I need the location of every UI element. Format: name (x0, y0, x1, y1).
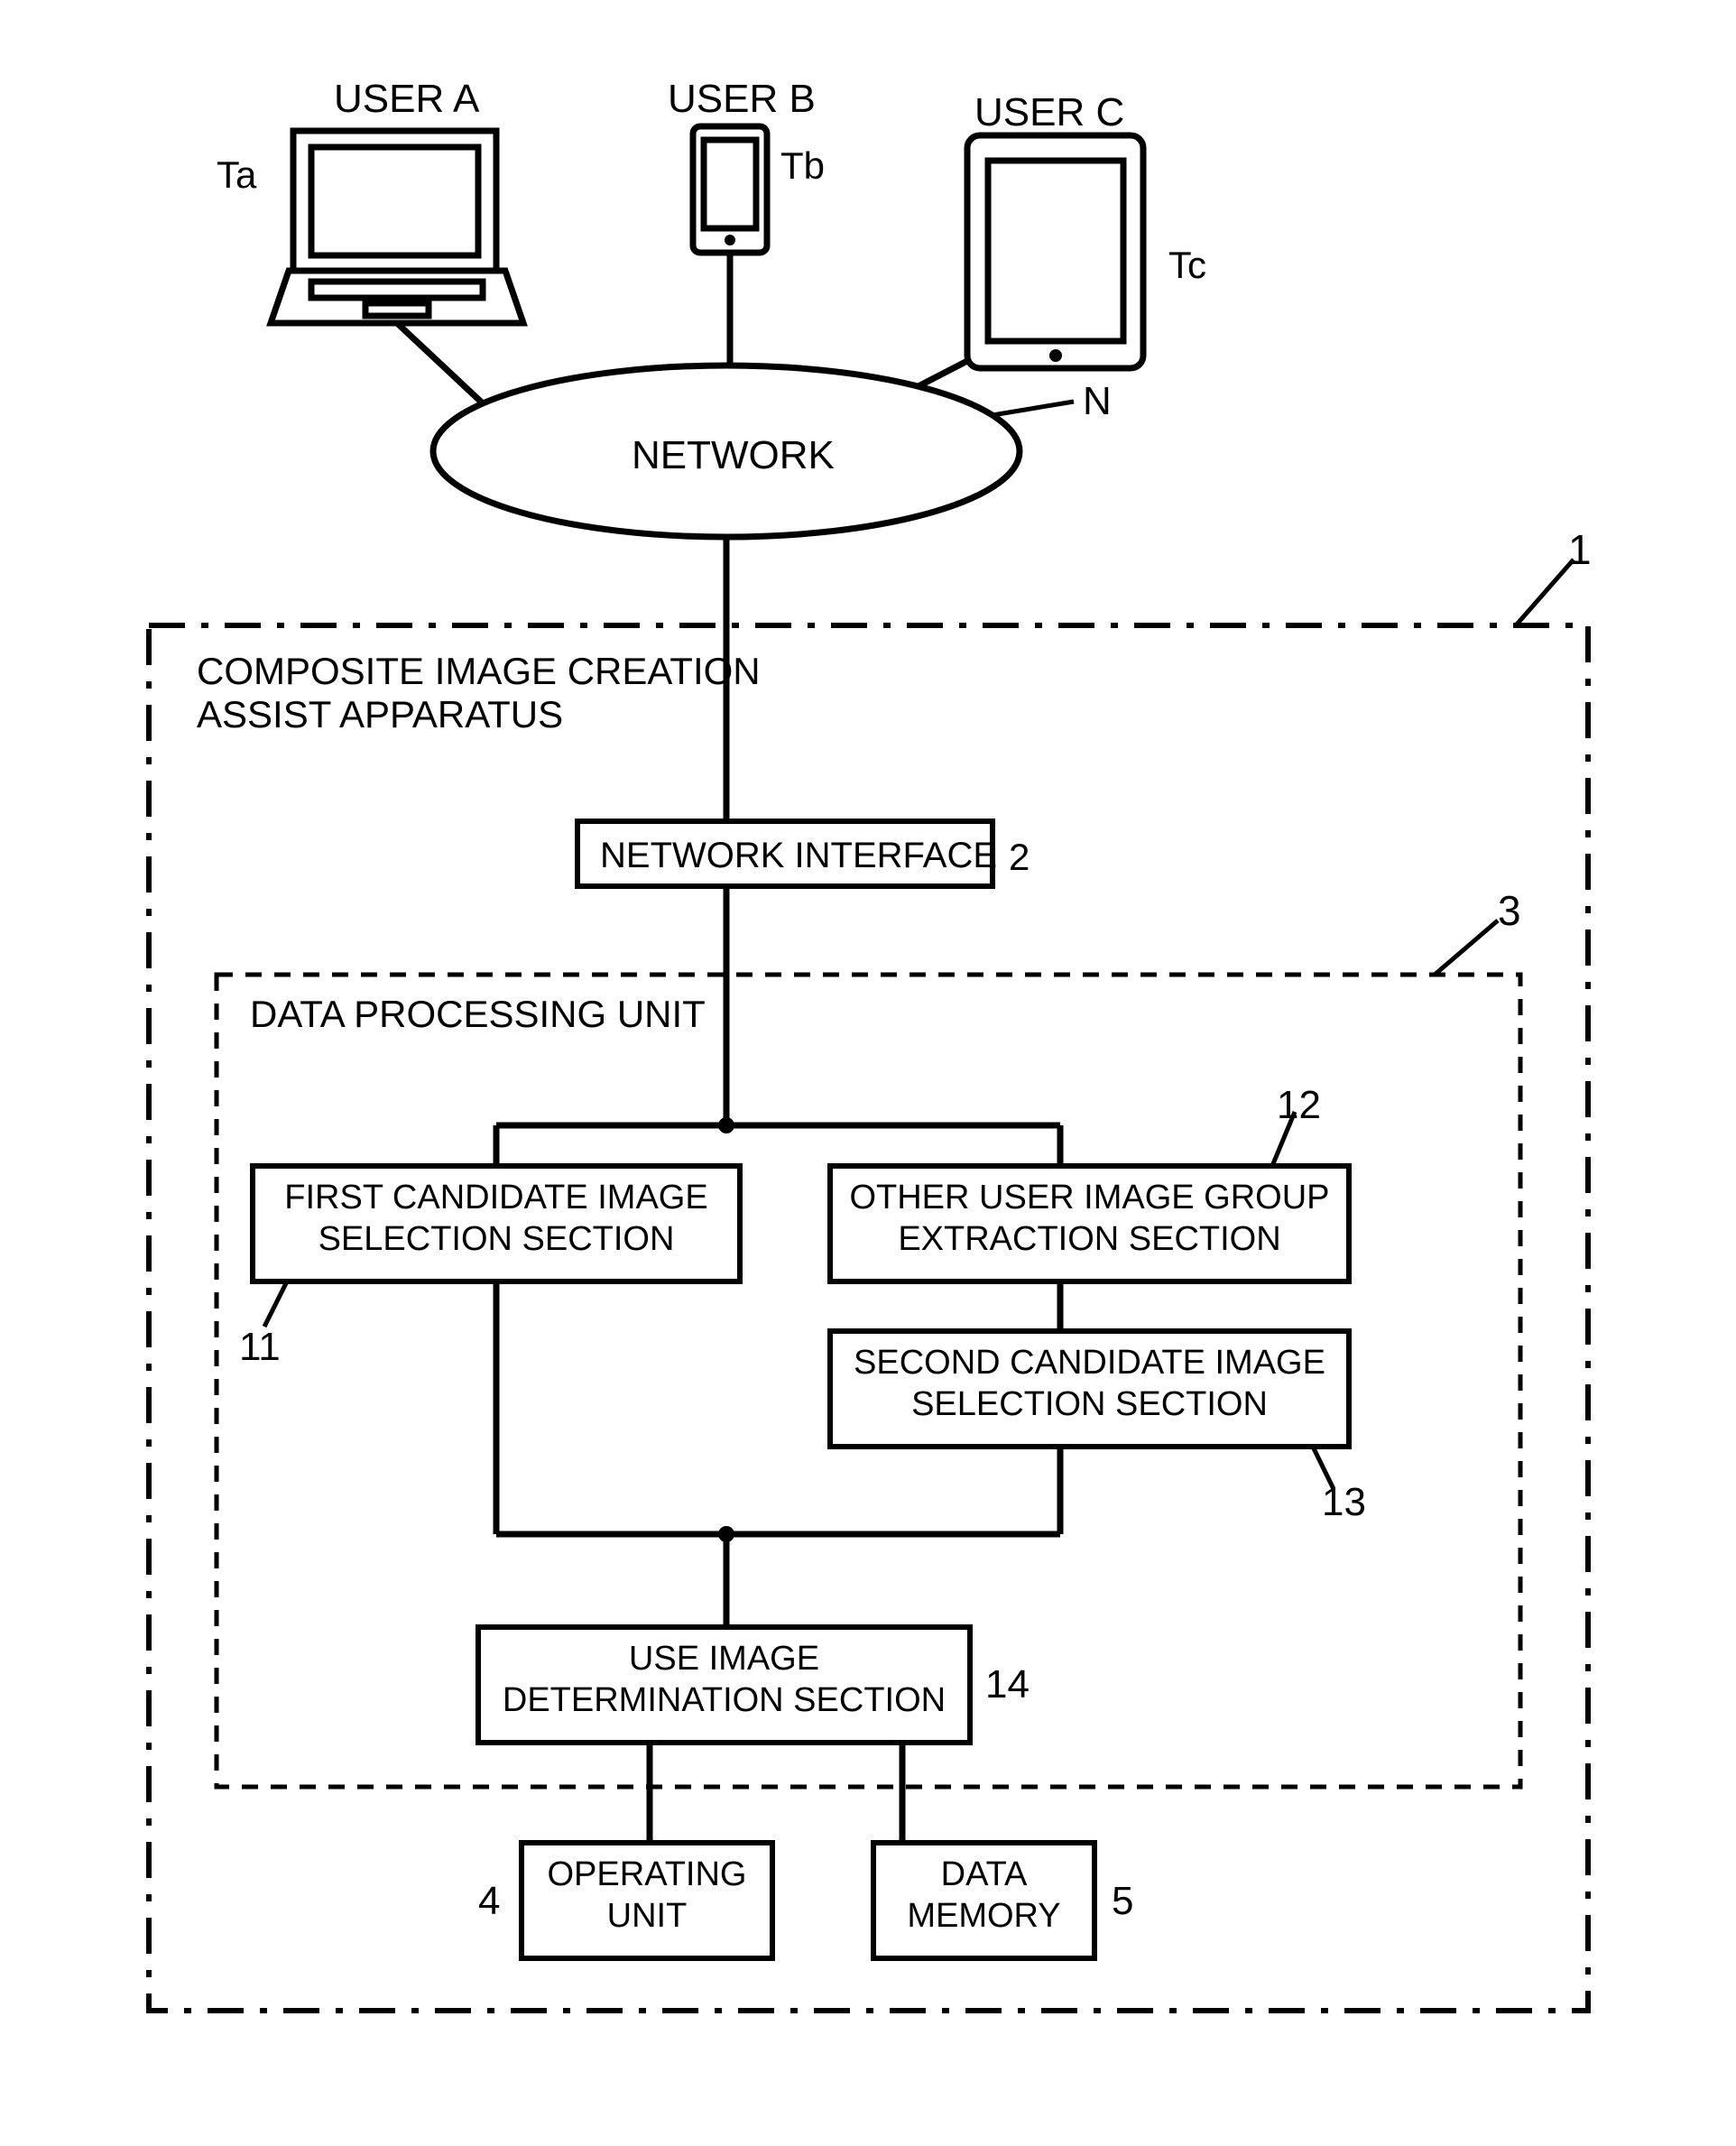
user-a-laptop-icon (271, 131, 523, 323)
box12-l1: OTHER USER IMAGE GROUP (844, 1179, 1335, 1217)
network-interface-ref: 2 (1009, 836, 1030, 879)
user-c-tablet-icon (967, 135, 1143, 368)
datamem-ref: 5 (1112, 1879, 1133, 1924)
box11-l1: FIRST CANDIDATE IMAGE (271, 1179, 722, 1217)
user-b-phone-icon (693, 126, 767, 253)
box11-l2: SELECTION SECTION (271, 1220, 722, 1259)
box13-ref: 13 (1322, 1480, 1366, 1525)
user-b-label: USER B (668, 77, 816, 122)
box12-ref: 12 (1277, 1083, 1321, 1128)
diagram-svg (0, 0, 1736, 2146)
network-interface-label: NETWORK INTERFACE (600, 836, 997, 876)
datamem-l2: MEMORY (882, 1897, 1085, 1936)
network-ref: N (1083, 379, 1112, 424)
box11-ref: 11 (239, 1325, 281, 1370)
user-c-label: USER C (974, 90, 1124, 135)
user-a-label: USER A (334, 77, 479, 122)
box14-l1: USE IMAGE (496, 1640, 952, 1679)
opunit-ref: 4 (478, 1879, 500, 1924)
apparatus-title: COMPOSITE IMAGE CREATION ASSIST APPARATU… (197, 650, 761, 737)
apparatus-ref: 1 (1568, 525, 1592, 574)
network-label: NETWORK (632, 433, 835, 478)
box12-l2: EXTRACTION SECTION (844, 1220, 1335, 1259)
opunit-l1: OPERATING (531, 1855, 763, 1894)
datamem-l1: DATA (882, 1855, 1085, 1894)
diagram-root: USER A Ta USER B Tb USER C Tc NETWORK N … (0, 0, 1736, 2146)
box14-ref: 14 (985, 1662, 1030, 1707)
dpu-title: DATA PROCESSING UNIT (250, 993, 706, 1036)
box13-l1: SECOND CANDIDATE IMAGE (844, 1344, 1335, 1383)
user-a-ref: Ta (217, 153, 256, 197)
box14-l2: DETERMINATION SECTION (496, 1681, 952, 1720)
user-b-ref: Tb (780, 144, 825, 188)
dpu-ref: 3 (1498, 886, 1521, 935)
opunit-l2: UNIT (531, 1897, 763, 1936)
user-c-ref: Tc (1168, 244, 1206, 287)
box13-l2: SELECTION SECTION (844, 1385, 1335, 1424)
